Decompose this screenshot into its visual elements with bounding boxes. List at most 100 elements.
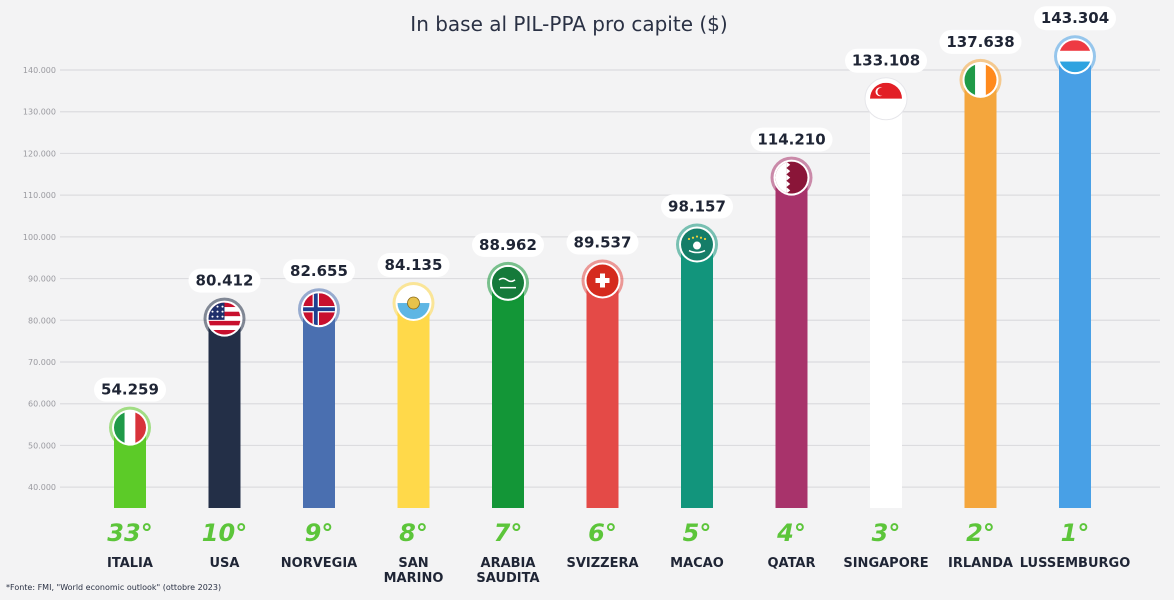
category-label: LUSSEMBURGO	[1020, 556, 1131, 571]
flag-marker	[581, 259, 624, 302]
value-label: 80.412	[196, 272, 254, 290]
value-label-bg	[939, 29, 1022, 54]
rank-label: 3°	[872, 519, 901, 547]
category-label: MACAO	[670, 556, 724, 571]
value-label: 84.135	[385, 256, 443, 274]
category-label-line: USA	[210, 556, 240, 571]
flag-marker	[109, 406, 151, 449]
y-tick-label: 130.000	[23, 108, 56, 117]
y-tick-label: 100.000	[23, 233, 56, 242]
flag-marker	[1054, 35, 1096, 78]
rank-label: 7°	[494, 519, 523, 547]
category-label-line: ARABIA	[481, 556, 536, 571]
switzerland-flag-icon	[586, 264, 619, 297]
rank-label: 4°	[776, 519, 806, 547]
category-label: NORVEGIA	[281, 556, 357, 571]
rank-label: 9°	[305, 519, 334, 547]
value-label-bg	[94, 377, 166, 402]
value-label: 137.638	[946, 33, 1014, 51]
value-label: 133.108	[852, 52, 920, 70]
flag-marker	[676, 223, 718, 266]
san-marino-flag-icon	[397, 287, 430, 320]
bar	[964, 79, 997, 509]
category-label-line: SVIZZERA	[566, 556, 638, 571]
flag-marker	[864, 77, 908, 121]
macao-flag-icon	[681, 228, 713, 261]
usa-flag-icon	[208, 302, 241, 335]
rank-label: 5°	[683, 519, 712, 547]
bar	[492, 282, 524, 508]
category-label-line: NORVEGIA	[281, 556, 357, 571]
value-label-bg	[377, 253, 450, 278]
flag-marker	[203, 297, 246, 340]
y-tick-label: 90.000	[28, 275, 56, 284]
bar	[870, 98, 902, 509]
norway-flag-icon	[303, 293, 335, 326]
category-label-line: MARINO	[384, 571, 444, 586]
value-label-bg	[283, 259, 355, 284]
category-label: SAN MARINO	[384, 556, 444, 586]
y-tick-label: 70.000	[28, 358, 56, 367]
y-tick-label: 80.000	[28, 316, 56, 325]
source-note: *Fonte: FMI, "World economic outlook" (o…	[6, 583, 221, 592]
category-label-line: MACAO	[670, 556, 724, 571]
category-label-line: LUSSEMBURGO	[1020, 556, 1131, 571]
value-label: 89.537	[574, 234, 632, 252]
singapore-flag-icon	[870, 82, 902, 115]
category-label: SINGAPORE	[843, 556, 928, 571]
value-label-bg	[661, 194, 733, 219]
rank-label: 8°	[399, 519, 428, 547]
bar	[303, 309, 335, 508]
value-label: 82.655	[290, 262, 348, 280]
value-label-bg	[188, 268, 261, 293]
bar	[1059, 56, 1091, 509]
qatar-flag-icon	[775, 161, 808, 194]
chart-title: In base al PIL-PPA pro capite ($)	[410, 12, 727, 36]
value-label: 88.962	[479, 236, 537, 254]
bar	[397, 303, 430, 508]
flag-marker	[298, 288, 340, 331]
value-label: 143.304	[1041, 9, 1109, 27]
luxembourg-flag-icon	[1059, 40, 1091, 73]
value-label-bg	[566, 230, 639, 255]
value-label: 54.259	[101, 381, 159, 399]
flag-marker	[770, 156, 813, 199]
category-label-line: ITALIA	[107, 556, 153, 571]
bar	[681, 244, 713, 508]
category-label-line: IRLANDA	[948, 556, 1013, 571]
rank-label: 10°	[202, 519, 247, 547]
y-tick-label: 140.000	[23, 66, 56, 75]
y-tick-label: 120.000	[23, 149, 56, 158]
value-label-bg	[750, 127, 833, 152]
flag-marker	[392, 282, 435, 325]
saudi-arabia-flag-icon	[492, 266, 524, 299]
value-label: 98.157	[668, 198, 726, 216]
category-label: USA	[210, 556, 240, 571]
y-tick-label: 40.000	[28, 483, 56, 492]
value-label-bg	[472, 232, 544, 257]
flag-marker	[959, 58, 1002, 101]
category-label-line: SAUDITA	[476, 571, 539, 586]
value-label-bg	[1034, 6, 1116, 31]
category-label: ARABIA SAUDITA	[476, 556, 539, 586]
category-label: QATAR	[767, 556, 815, 571]
rank-label: 1°	[1061, 519, 1090, 547]
value-label: 114.210	[757, 131, 825, 149]
flag-marker	[487, 261, 529, 304]
category-label: ITALIA	[107, 556, 153, 571]
category-label: IRLANDA	[948, 556, 1013, 571]
y-tick-label: 60.000	[28, 400, 56, 409]
bar	[586, 280, 619, 508]
y-tick-label: 110.000	[23, 191, 56, 200]
rank-label: 33°	[107, 519, 152, 547]
bar	[208, 318, 241, 508]
category-label: SVIZZERA	[566, 556, 638, 571]
value-label-bg	[845, 48, 927, 73]
italy-flag-icon	[114, 411, 146, 444]
category-label-line: SAN	[398, 556, 428, 571]
bar	[775, 177, 808, 508]
ireland-flag-icon	[964, 63, 997, 96]
rank-label: 2°	[966, 519, 995, 547]
category-label-line: QATAR	[767, 556, 815, 571]
